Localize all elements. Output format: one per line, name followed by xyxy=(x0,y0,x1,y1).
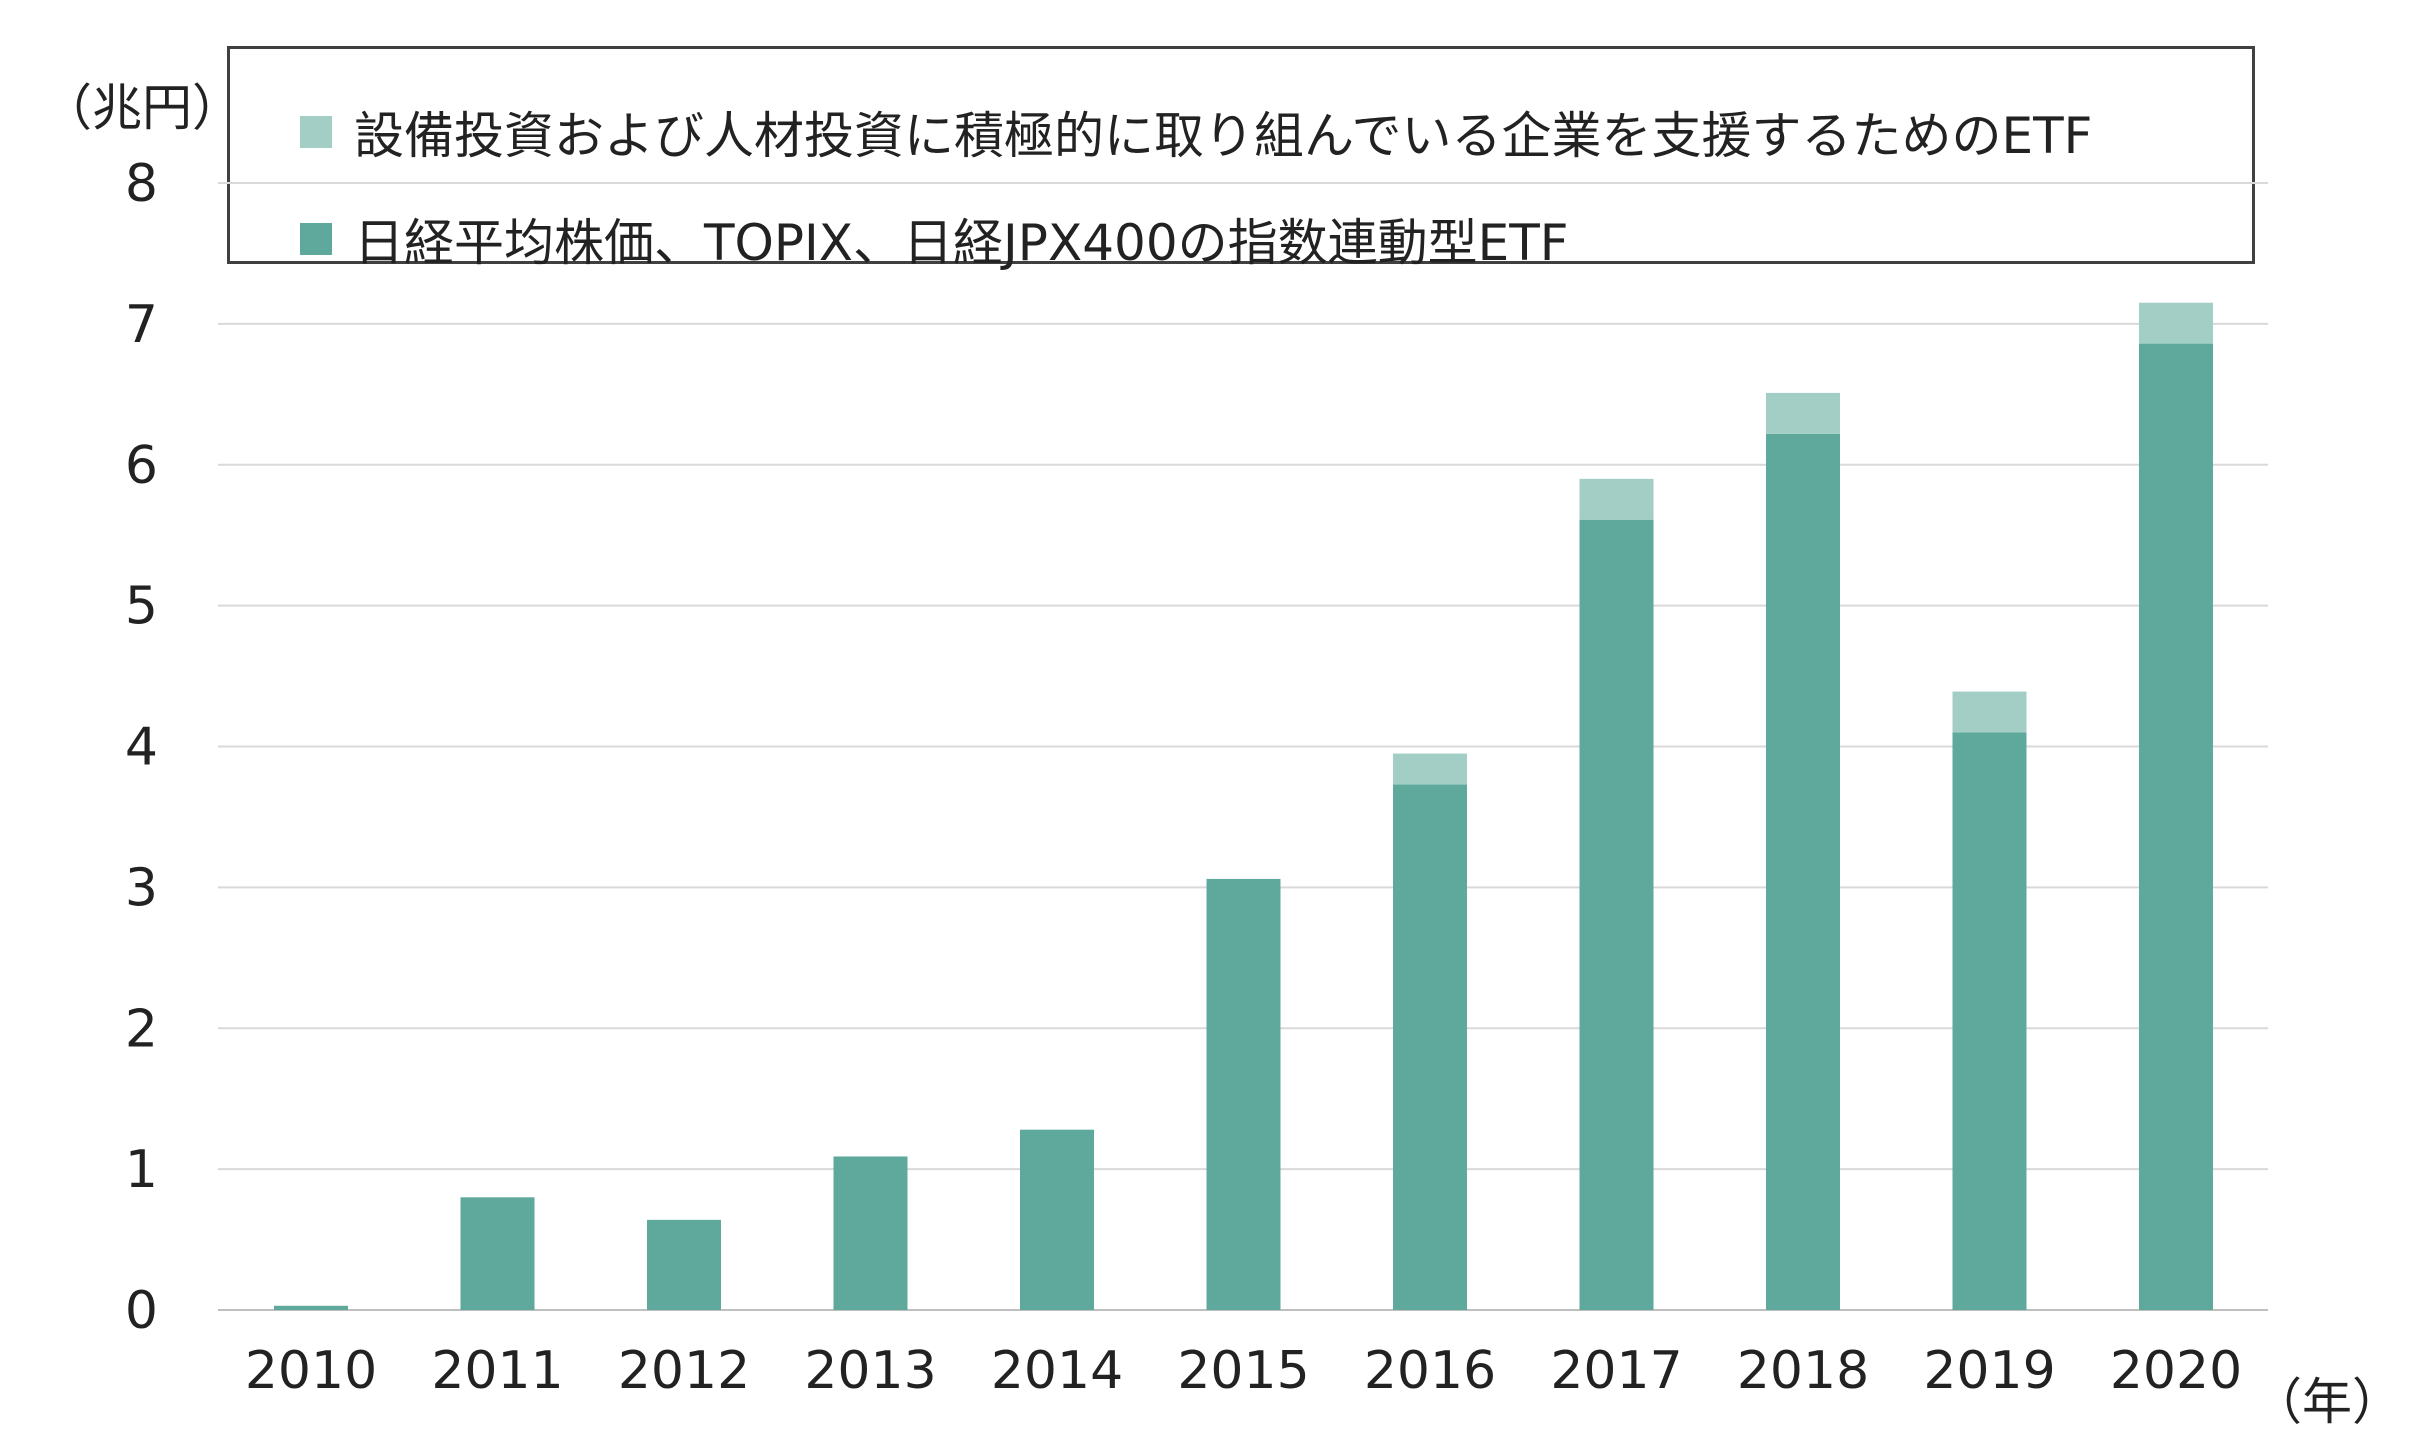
x-tick-label-2012: 2012 xyxy=(618,1341,750,1401)
y-axis-unit: （兆円） xyxy=(42,79,242,137)
legend-swatch-index-etf xyxy=(300,223,332,255)
bar-2017-series-1 xyxy=(1579,478,1654,520)
y-tick-label-5: 5 xyxy=(125,577,158,637)
y-tick-label-3: 3 xyxy=(125,858,158,918)
bar-2019-series-1 xyxy=(1952,691,2027,733)
x-tick-label-2014: 2014 xyxy=(991,1341,1123,1401)
x-tick-label-2018: 2018 xyxy=(1737,1341,1869,1401)
y-tick-label-0: 0 xyxy=(125,1281,158,1341)
y-tick-label-6: 6 xyxy=(125,436,158,496)
chart-legend: 設備投資および人材投資に積極的に取り組んでいる企業を支援するためのETF 日経平… xyxy=(227,46,2255,272)
legend-label-support-etf: 設備投資および人材投資に積極的に取り組んでいる企業を支援するためのETF xyxy=(354,107,2093,165)
bar-2018-series-0 xyxy=(1766,433,1840,1310)
legend-item-support-etf: 設備投資および人材投資に積極的に取り組んでいる企業を支援するためのETF xyxy=(300,102,2092,165)
bar-2016-series-1 xyxy=(1393,753,1467,785)
y-tick-label-1: 1 xyxy=(125,1140,158,1200)
y-tick-label-8: 8 xyxy=(125,154,158,214)
bar-2018-series-1 xyxy=(1766,392,1840,434)
bar-2019-series-0 xyxy=(1952,732,2027,1310)
y-tick-label-4: 4 xyxy=(125,718,158,778)
bar-2017-series-0 xyxy=(1579,519,1654,1310)
bar-2012-series-0 xyxy=(647,1219,721,1310)
x-tick-label-2015: 2015 xyxy=(1177,1341,1309,1401)
legend-label-index-etf: 日経平均株価、TOPIX、日経JPX400の指数連動型ETF xyxy=(354,214,1569,272)
bar-2020-series-0 xyxy=(2139,343,2213,1310)
legend-swatch-support-etf xyxy=(300,116,332,148)
bar-2014-series-0 xyxy=(1020,1129,1094,1310)
bar-2015-series-0 xyxy=(1206,878,1281,1310)
x-tick-label-2010: 2010 xyxy=(245,1341,377,1401)
x-tick-label-2013: 2013 xyxy=(804,1341,936,1401)
bar-2010-series-0 xyxy=(274,1305,348,1310)
x-tick-label-2011: 2011 xyxy=(431,1341,563,1401)
legend-item-index-etf: 日経平均株価、TOPIX、日経JPX400の指数連動型ETF xyxy=(300,209,1569,272)
y-tick-label-7: 7 xyxy=(125,295,158,355)
y-tick-label-2: 2 xyxy=(125,999,158,1059)
x-tick-label-2020: 2020 xyxy=(2110,1341,2242,1401)
x-tick-label-2019: 2019 xyxy=(1923,1341,2055,1401)
x-tick-label-2017: 2017 xyxy=(1550,1341,1682,1401)
bar-2020-series-1 xyxy=(2139,302,2213,344)
x-tick-label-2016: 2016 xyxy=(1364,1341,1496,1401)
bar-2016-series-0 xyxy=(1393,784,1467,1310)
bar-2011-series-0 xyxy=(460,1197,535,1310)
bar-2013-series-0 xyxy=(833,1156,908,1310)
